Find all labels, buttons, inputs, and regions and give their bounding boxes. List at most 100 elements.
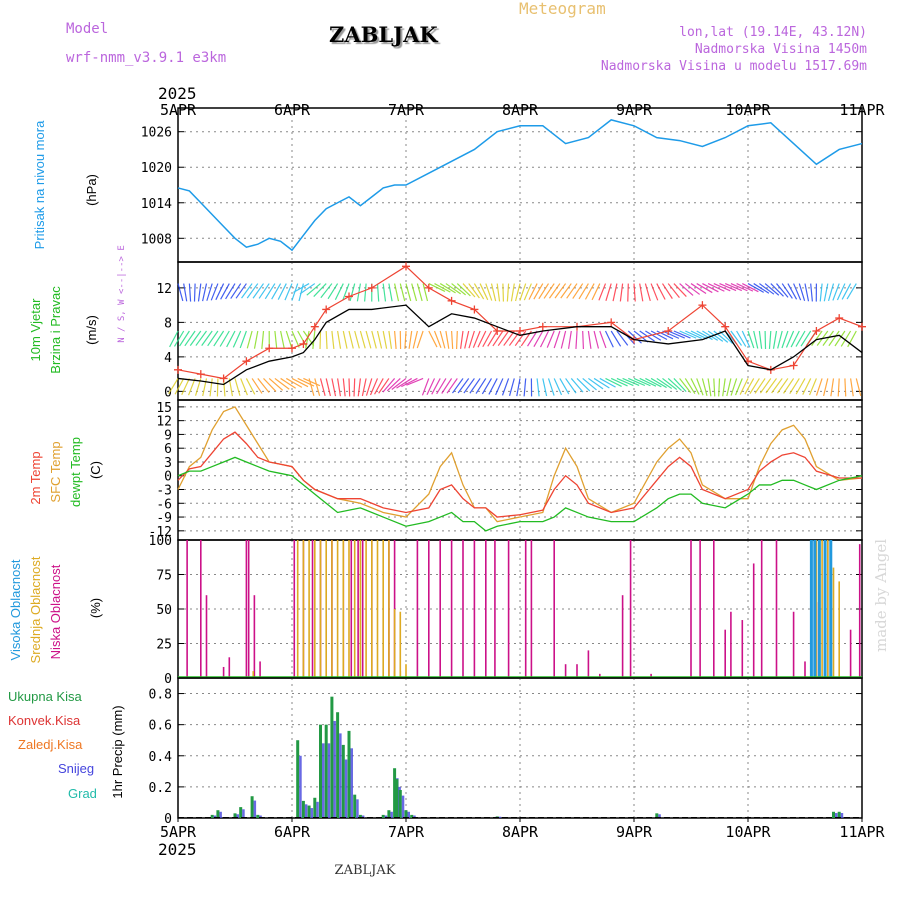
precip-snow-bar — [356, 799, 359, 818]
precip-bar — [655, 813, 659, 818]
cloud-bar — [336, 540, 339, 678]
precip-snow-bar — [322, 743, 325, 818]
wind-gust-marker — [789, 361, 798, 370]
wind-barb — [376, 283, 380, 302]
cloud-bar — [382, 540, 384, 678]
cloud-bar — [371, 540, 373, 678]
wind-barb — [193, 283, 196, 302]
cloud-bar — [832, 567, 835, 678]
precip-bar — [395, 779, 399, 818]
wind-gust-marker — [424, 283, 433, 292]
year-top: 2025 — [158, 84, 197, 103]
wind-barb — [439, 283, 456, 294]
wind-barb — [802, 378, 812, 395]
cloud-bar — [252, 671, 255, 678]
precip-bar — [387, 810, 391, 818]
cloud-bar — [699, 540, 701, 678]
wind-barb — [234, 378, 241, 396]
wind-barb — [441, 378, 453, 394]
y-tick-label: 12 — [156, 415, 172, 430]
x-tick-label-bottom: 7APR — [388, 823, 425, 841]
wind-barb — [451, 283, 466, 296]
panel-precip: 0 0.2 0.4 0.6 0.8 Ukupna Kisa Konvek.Kisa Zaled… — [8, 677, 863, 827]
wind-barb — [477, 330, 487, 348]
wind-barb — [177, 283, 184, 302]
wind-unit: (m/s) — [84, 315, 99, 345]
wind-barb — [481, 378, 493, 395]
cloud-bar — [741, 620, 744, 678]
wind-barb — [656, 283, 666, 300]
cloud-bar — [393, 671, 396, 678]
precip-snow-bar — [242, 809, 245, 818]
cloud-bar — [823, 540, 827, 678]
wind-barb — [285, 330, 293, 349]
wind-barb — [426, 378, 436, 396]
wind-barb — [795, 330, 806, 347]
precip-bar — [410, 814, 414, 818]
wind-gust-marker — [516, 327, 524, 335]
wind-barb — [230, 283, 242, 299]
precip-total-label: Ukupna Kisa — [8, 689, 82, 704]
cloud-bar — [815, 540, 818, 678]
wind-gust-marker — [493, 327, 502, 335]
wind-barb — [519, 283, 527, 301]
wind-barb-fan — [168, 283, 862, 397]
wind-barb — [197, 283, 202, 302]
wind-barb — [707, 378, 712, 397]
wind-barb — [388, 330, 393, 349]
wind-barb — [433, 330, 442, 349]
precip-snow-bar — [350, 748, 353, 818]
wind-gust-marker — [812, 327, 821, 335]
wind-barb — [736, 283, 754, 292]
wind-barb — [734, 378, 743, 396]
wind-barb — [827, 283, 835, 302]
wind-barb — [189, 330, 202, 346]
cloud-high-label: Visoka Oblacnost — [8, 559, 23, 660]
precip-snow-bar — [327, 743, 331, 818]
wind-barb — [719, 330, 733, 344]
cloud-bar — [804, 661, 806, 678]
wind-barb — [382, 283, 387, 302]
wind-gust-marker — [664, 327, 673, 335]
sfc-temp-label: SFC Temp — [48, 441, 63, 502]
precip-snow-bar — [213, 815, 217, 818]
precip-bar — [216, 810, 220, 818]
y-tick-label: 25 — [156, 638, 172, 653]
precip-bar — [341, 744, 345, 818]
dewpoint-label: dewpt Temp — [68, 437, 83, 507]
wind-barb — [701, 378, 708, 396]
wind-barb — [616, 330, 629, 346]
cloud-bar — [361, 540, 364, 678]
cloud-bar — [713, 540, 715, 678]
wind-barb — [357, 378, 361, 397]
wind-barb — [587, 330, 592, 349]
wind-barb — [684, 378, 696, 394]
wind-barb — [736, 330, 747, 347]
wind-barb — [359, 330, 366, 349]
wind-barb — [627, 283, 629, 302]
y-tick-label: 12 — [156, 282, 172, 297]
y-tick-label: 1020 — [141, 161, 172, 176]
precip-snow-bar — [253, 800, 257, 818]
cloud-bar — [485, 540, 487, 678]
pressure-line — [177, 119, 863, 252]
wind-barb — [836, 283, 846, 301]
wind-barb — [702, 330, 719, 341]
wind-compass: N / S, W <--|--> E — [117, 245, 127, 343]
wind-barb — [730, 378, 738, 396]
wind-barb — [846, 283, 857, 300]
cloud-bar — [293, 540, 296, 678]
temp-unit: (C) — [88, 461, 103, 479]
wind-barb — [661, 283, 673, 299]
y-tick-label: 1008 — [141, 232, 172, 247]
x-tick-label-bottom: 10APR — [725, 823, 771, 841]
wind-barb — [830, 378, 835, 397]
wind-barb — [707, 330, 724, 342]
wind-barb — [565, 378, 577, 394]
wind-barb — [832, 283, 840, 301]
wind-barb — [783, 378, 795, 394]
cloud-bar — [399, 611, 402, 678]
wind-barb — [645, 377, 662, 388]
precip-snow-label: Snijeg — [58, 761, 94, 776]
x-tick-label-bottom: 8APR — [502, 823, 539, 841]
